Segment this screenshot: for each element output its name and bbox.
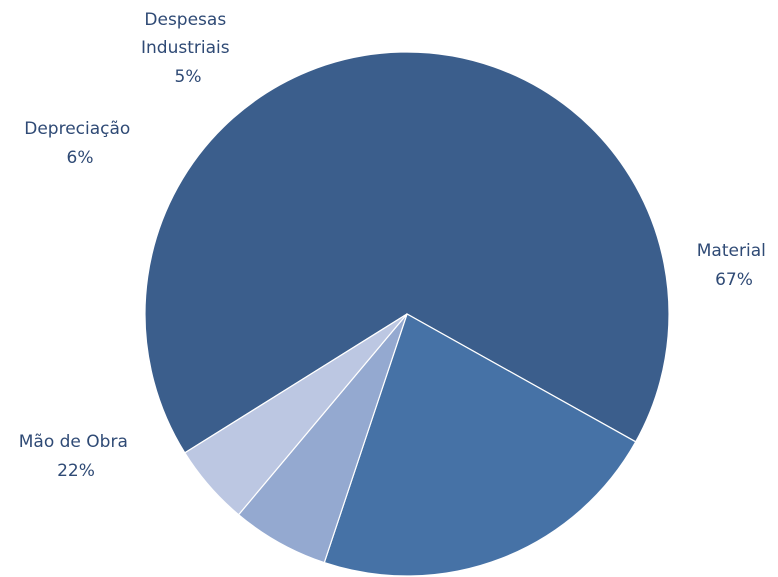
pie-slices: [145, 52, 669, 576]
label-despesas-industriais: Despesas Industriais 5%: [141, 10, 235, 87]
label-mao-de-obra: Mão de Obra 22%: [19, 432, 134, 481]
label-material: Material 67%: [697, 241, 771, 290]
label-depreciacao: Depreciação 6%: [24, 119, 135, 168]
